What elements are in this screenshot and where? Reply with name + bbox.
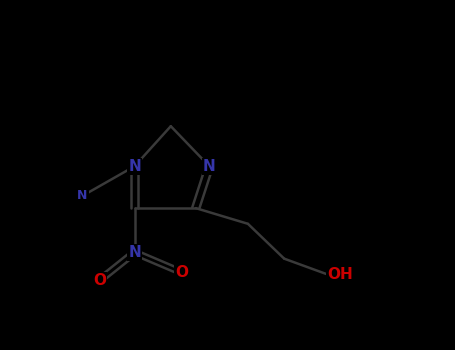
Text: O: O xyxy=(93,273,106,288)
Text: OH: OH xyxy=(327,267,353,282)
Text: N: N xyxy=(203,159,216,174)
Text: N: N xyxy=(77,189,87,202)
Text: N: N xyxy=(128,245,141,260)
Text: O: O xyxy=(176,265,189,280)
Text: N: N xyxy=(128,159,141,174)
